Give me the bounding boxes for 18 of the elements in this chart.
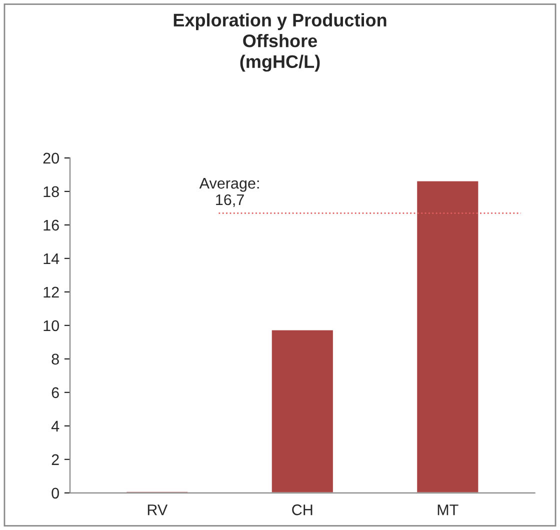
- bar: [416, 180, 480, 493]
- y-tick-label: 14: [44, 253, 60, 264]
- y-tick-label: 8: [52, 354, 59, 365]
- ref-line-label: Average: 16,7: [199, 178, 259, 207]
- y-tick-label: 4: [51, 420, 60, 432]
- y-tick-label: 20: [43, 152, 59, 164]
- x-tick-label: RV: [148, 504, 168, 516]
- y-tick-label: 6: [52, 387, 59, 398]
- x-tick-label: CH: [292, 504, 312, 516]
- x-tick-label: MT: [438, 504, 458, 516]
- y-tick-label: 18: [44, 186, 59, 198]
- bar: [270, 328, 334, 493]
- y-tick-label: 2: [52, 454, 59, 465]
- y-tick-label: 0: [52, 488, 59, 499]
- y-tick-label: 12: [44, 286, 59, 298]
- y-tick-label: 16: [44, 220, 59, 231]
- chart-title: Exploration y Production Offshore (mgHC/L): [174, 13, 386, 72]
- y-tick-label: 10: [44, 320, 59, 332]
